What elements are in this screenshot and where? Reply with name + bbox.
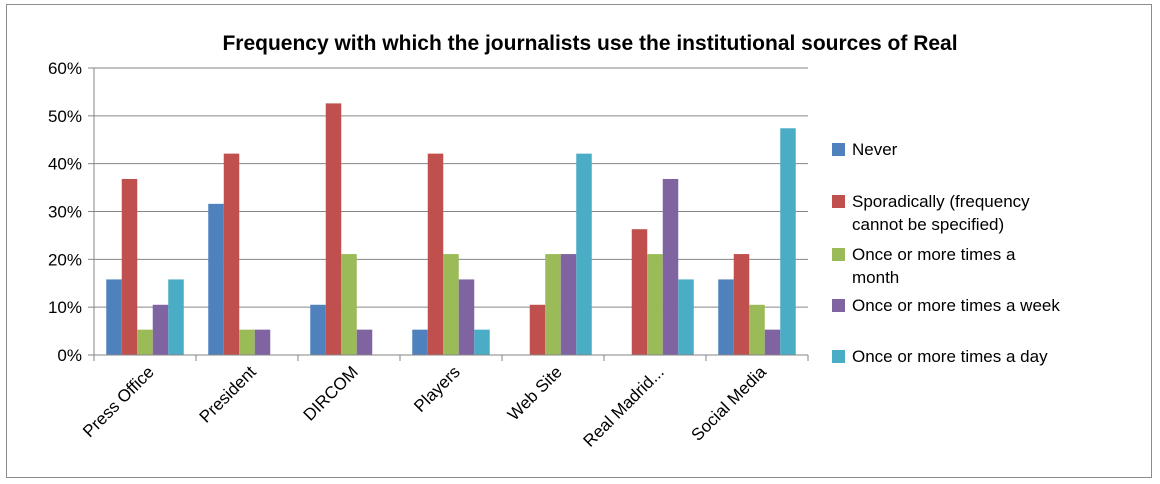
y-axis: 0% 10% 20% 30% 40% 50% 60% xyxy=(48,59,95,365)
bar-4-1 xyxy=(529,304,546,355)
legend-label: Once or more times a week xyxy=(852,296,1060,315)
bar-1-3 xyxy=(254,329,271,355)
category-label: DIRCOM xyxy=(300,362,362,424)
bar-3-2 xyxy=(443,254,459,355)
legend-swatch xyxy=(832,248,845,261)
y-tick-label: 20% xyxy=(48,250,82,269)
bar-5-2 xyxy=(647,254,663,355)
y-tick-label: 10% xyxy=(48,298,82,317)
bar-0-0 xyxy=(106,279,122,355)
category-label: Social Media xyxy=(688,362,771,445)
category-label: Players xyxy=(410,362,464,416)
bar-5-1 xyxy=(631,229,648,355)
y-tick-label: 50% xyxy=(48,107,82,126)
bar-6-2 xyxy=(749,304,765,355)
y-tick-label: 30% xyxy=(48,203,82,222)
legend-swatch xyxy=(832,143,845,156)
bar-0-2 xyxy=(137,329,153,355)
category-label: Real Madrid... xyxy=(580,362,668,450)
bar-6-3 xyxy=(764,329,781,355)
legend-label: Once or more times a month xyxy=(852,245,1016,287)
bar-1-1 xyxy=(223,153,240,355)
bar-2-3 xyxy=(356,329,373,355)
chart-title: Frequency with which the journalists use… xyxy=(222,32,957,55)
bar-5-4 xyxy=(678,279,694,355)
bar-6-1 xyxy=(733,254,750,355)
bar-0-1 xyxy=(121,178,138,355)
y-tick-label: 60% xyxy=(48,59,82,78)
legend-swatch xyxy=(832,195,845,208)
legend-swatch xyxy=(832,350,845,363)
bar-0-3 xyxy=(152,304,169,355)
bars xyxy=(106,103,796,355)
bar-4-4 xyxy=(576,153,592,355)
bar-2-1 xyxy=(325,103,342,355)
bar-6-4 xyxy=(780,128,796,355)
bar-1-2 xyxy=(239,329,255,355)
bar-1-0 xyxy=(208,203,224,355)
category-label: President xyxy=(196,362,260,426)
x-axis: Press Office President DIRCOM Players Web Si… xyxy=(79,354,809,451)
bar-2-2 xyxy=(341,254,357,355)
category-label: Press Office xyxy=(79,362,158,441)
bar-2-0 xyxy=(310,304,326,355)
category-label: Web Site xyxy=(504,362,566,424)
bar-5-3 xyxy=(662,178,679,355)
bar-3-3 xyxy=(458,279,475,355)
bar-3-1 xyxy=(427,153,444,355)
legend-label: Once or more times a day xyxy=(852,347,1048,366)
bar-4-3 xyxy=(560,254,577,355)
bar-3-4 xyxy=(474,329,490,355)
bar-0-4 xyxy=(168,279,184,355)
y-tick-label: 0% xyxy=(57,346,82,365)
legend-label: Sporadically (frequency cannot be specifi… xyxy=(852,192,1030,234)
legend-label: Never xyxy=(852,140,898,159)
bar-3-0 xyxy=(412,329,428,355)
bar-4-2 xyxy=(545,254,561,355)
legend: Never Sporadically (frequency cannot be sp… xyxy=(832,140,1060,366)
bar-6-0 xyxy=(718,279,734,355)
legend-swatch xyxy=(832,299,845,312)
y-tick-label: 40% xyxy=(48,155,82,174)
